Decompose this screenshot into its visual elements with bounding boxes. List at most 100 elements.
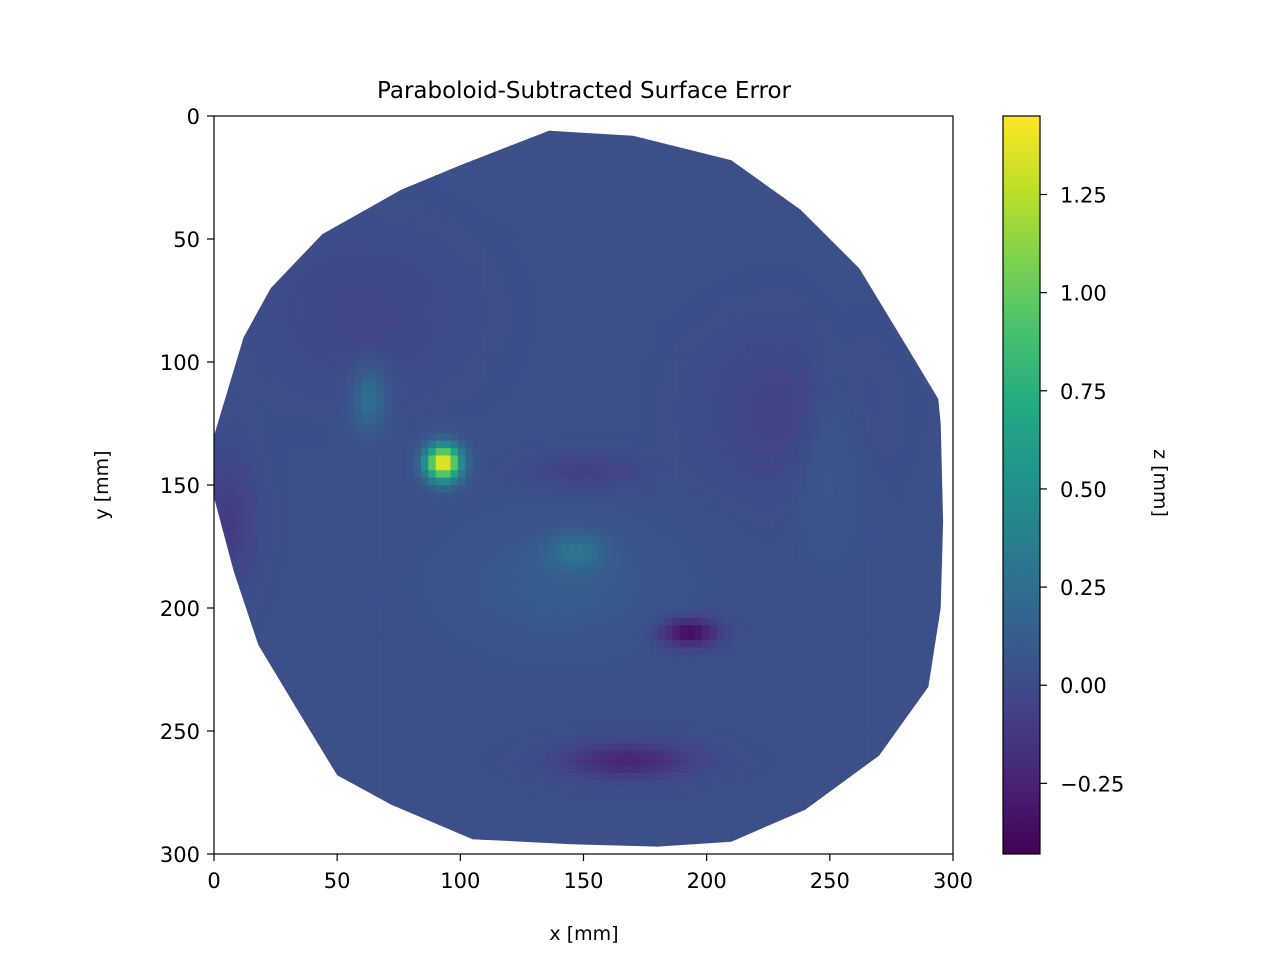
heatmap-cell — [783, 374, 792, 383]
heatmap-cell — [797, 418, 806, 427]
heatmap-cell — [450, 145, 459, 154]
heatmap-cell — [398, 433, 407, 442]
heatmap-cell — [428, 352, 437, 361]
heatmap-cell — [391, 389, 400, 398]
heatmap-cell — [576, 396, 585, 405]
heatmap-cell — [546, 204, 555, 213]
heatmap-cell — [620, 138, 629, 147]
heatmap-cell — [908, 344, 917, 353]
heatmap-cell — [613, 211, 622, 220]
heatmap-cell — [310, 374, 319, 383]
heatmap-cell — [605, 477, 614, 486]
heatmap-cell — [539, 189, 548, 198]
heatmap-cell — [450, 197, 459, 206]
heatmap-cell — [627, 182, 636, 191]
heatmap-cell — [879, 359, 888, 368]
heatmap-cell — [819, 263, 828, 272]
heatmap-cell — [583, 448, 592, 457]
heatmap-cell — [598, 145, 607, 154]
heatmap-cell — [295, 330, 304, 338]
heatmap-cell — [221, 448, 230, 457]
heatmap-cell — [494, 396, 503, 405]
heatmap-cell — [435, 381, 444, 390]
heatmap-cell — [287, 366, 296, 375]
heatmap-cell — [354, 470, 363, 479]
heatmap-cell — [916, 315, 925, 324]
heatmap-cell — [287, 167, 296, 176]
heatmap-cell — [864, 234, 873, 243]
heatmap-cell — [723, 433, 732, 442]
heatmap-cell — [746, 175, 755, 184]
heatmap-cell — [221, 352, 230, 361]
heatmap-cell — [686, 263, 695, 272]
heatmap-cell — [598, 189, 607, 198]
heatmap-cell — [428, 256, 437, 265]
heatmap-cell — [531, 270, 540, 279]
heatmap-cell — [435, 352, 444, 361]
heatmap-cell — [635, 403, 644, 412]
heatmap-cell — [295, 322, 304, 331]
heatmap-cell — [842, 307, 851, 316]
heatmap-cell — [908, 448, 917, 457]
heatmap-cell — [613, 219, 622, 228]
heatmap-cell — [664, 285, 673, 294]
heatmap-cell — [672, 448, 681, 457]
heatmap-cell — [553, 344, 562, 353]
heatmap-cell — [797, 352, 806, 361]
heatmap-cell — [221, 285, 230, 294]
heatmap-cell — [502, 381, 511, 390]
heatmap-cell — [842, 337, 851, 346]
heatmap-cell — [849, 197, 858, 206]
heatmap-cell — [686, 256, 695, 265]
heatmap-cell — [849, 300, 858, 309]
heatmap-cell — [598, 226, 607, 235]
heatmap-cell — [480, 248, 489, 257]
heatmap-cell — [332, 411, 341, 420]
heatmap-cell — [753, 307, 762, 316]
heatmap-cell — [908, 366, 917, 375]
heatmap-cell — [834, 248, 843, 257]
heatmap-cell — [398, 352, 407, 361]
heatmap-cell — [214, 462, 222, 471]
heatmap-cell — [672, 389, 681, 398]
heatmap-cell — [361, 366, 370, 375]
heatmap-cell — [783, 300, 792, 309]
heatmap-cell — [598, 470, 607, 479]
heatmap-cell — [310, 322, 319, 331]
heatmap-cell — [923, 315, 932, 324]
heatmap-cell — [361, 189, 370, 198]
heatmap-cell — [606, 116, 614, 124]
heatmap-cell — [398, 455, 407, 464]
heatmap-cell — [539, 145, 548, 154]
heatmap-cell — [613, 116, 621, 124]
heatmap-cell — [324, 389, 333, 398]
heatmap-cell — [302, 278, 311, 287]
heatmap-cell — [635, 197, 644, 206]
heatmap-cell — [347, 175, 356, 184]
heatmap-cell — [420, 455, 429, 464]
heatmap-cell — [561, 152, 570, 161]
heatmap-cell — [428, 470, 437, 479]
heatmap-cell — [568, 330, 577, 338]
heatmap-cell — [908, 418, 917, 427]
heatmap-cell — [524, 226, 533, 235]
heatmap-cell — [620, 418, 629, 427]
heatmap-cell — [354, 300, 363, 309]
heatmap-cell — [627, 322, 636, 331]
heatmap-cell — [398, 167, 407, 176]
heatmap-cell — [723, 182, 732, 191]
heatmap-cell — [664, 403, 673, 412]
heatmap-cell — [494, 234, 503, 243]
heatmap-cell — [258, 145, 267, 154]
heatmap-cell — [731, 116, 739, 124]
heatmap-cell — [546, 418, 555, 427]
heatmap-cell — [539, 226, 548, 235]
heatmap-cell — [709, 234, 718, 243]
heatmap-cell — [287, 396, 296, 405]
heatmap-cell — [930, 145, 939, 154]
heatmap-cell — [369, 448, 378, 457]
heatmap-cell — [635, 477, 644, 486]
heatmap-cell — [916, 293, 925, 302]
heatmap-cell — [376, 241, 385, 250]
heatmap-cell — [797, 381, 806, 390]
